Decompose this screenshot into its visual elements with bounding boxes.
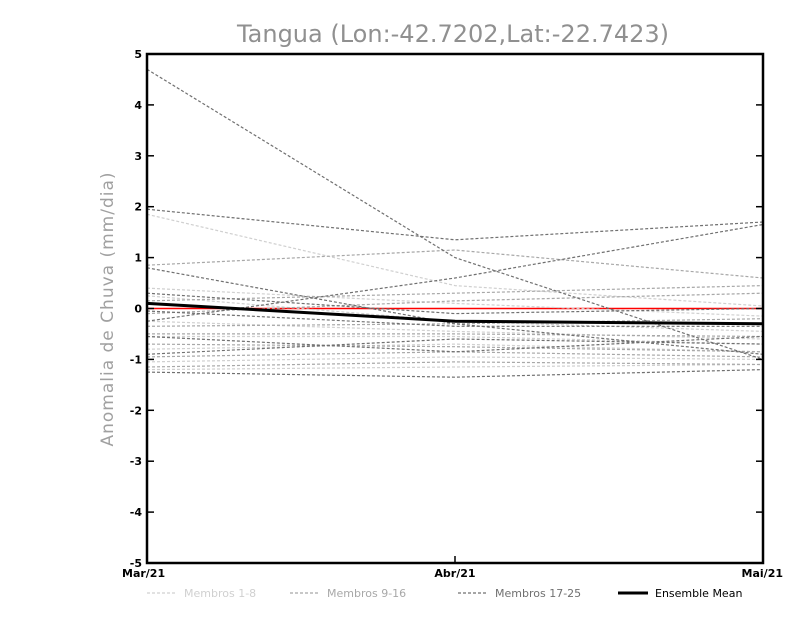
y-tick-label: -1 bbox=[130, 353, 142, 366]
y-tick-label: -3 bbox=[130, 455, 142, 468]
member-series-line bbox=[146, 213, 764, 307]
y-tick-label: 4 bbox=[134, 99, 142, 112]
member-series-line bbox=[146, 369, 764, 378]
y-tick-label: 2 bbox=[134, 201, 142, 214]
legend-label: Membros 1-8 bbox=[184, 587, 256, 600]
member-series-line bbox=[146, 343, 764, 353]
legend-label: Membros 17-25 bbox=[495, 587, 581, 600]
member-series-line bbox=[146, 351, 764, 358]
member-series-line bbox=[146, 249, 764, 279]
x-tick-label: Mar/21 bbox=[122, 567, 165, 580]
member-series-line bbox=[146, 356, 764, 363]
legend-label: Membros 9-16 bbox=[327, 587, 406, 600]
legend-label: Ensemble Mean bbox=[655, 587, 742, 600]
member-series-line bbox=[146, 287, 764, 317]
x-tick-label: Abr/21 bbox=[434, 567, 475, 580]
y-tick-label: -2 bbox=[130, 404, 142, 417]
member-series-line bbox=[146, 361, 764, 368]
member-series-line bbox=[146, 223, 764, 322]
ensemble-mean-line bbox=[146, 301, 764, 326]
legend: Membros 1-8 Membros 9-16 Membros 17-25 Ense… bbox=[147, 587, 742, 600]
member-series-line bbox=[146, 363, 764, 371]
member-series-line bbox=[146, 318, 764, 327]
y-axis-ticks: 5 4 3 2 1 0 -1 -2 -3 -4 -5 bbox=[130, 48, 763, 570]
member-series-line bbox=[146, 320, 764, 340]
member-series-line bbox=[146, 208, 764, 241]
member-series-line bbox=[146, 68, 764, 360]
x-tick-label: Mai/21 bbox=[742, 567, 783, 580]
member-series-line bbox=[146, 343, 764, 353]
y-tick-label: -5 bbox=[130, 557, 142, 570]
member-series-line bbox=[147, 333, 764, 338]
member-series-line bbox=[146, 338, 764, 355]
chart-title: Tangua (Lon:-42.7202,Lat:-22.7423) bbox=[236, 20, 669, 48]
member-series-line bbox=[146, 335, 764, 353]
member-series-line bbox=[146, 292, 764, 315]
x-axis-ticks: Mar/21 Abr/21 Mai/21 bbox=[122, 556, 783, 580]
y-axis-label: Anomalia de Chuva (mm/dia) bbox=[98, 171, 118, 446]
y-tick-label: 5 bbox=[134, 48, 142, 61]
member-series-line bbox=[146, 285, 764, 302]
member-series-line bbox=[146, 310, 763, 327]
member-series-line bbox=[147, 335, 764, 345]
y-tick-label: 1 bbox=[134, 252, 142, 265]
plot-lines bbox=[146, 68, 764, 378]
y-tick-label: 0 bbox=[134, 303, 142, 316]
y-tick-label: -4 bbox=[130, 506, 143, 519]
y-tick-label: 3 bbox=[134, 150, 142, 163]
